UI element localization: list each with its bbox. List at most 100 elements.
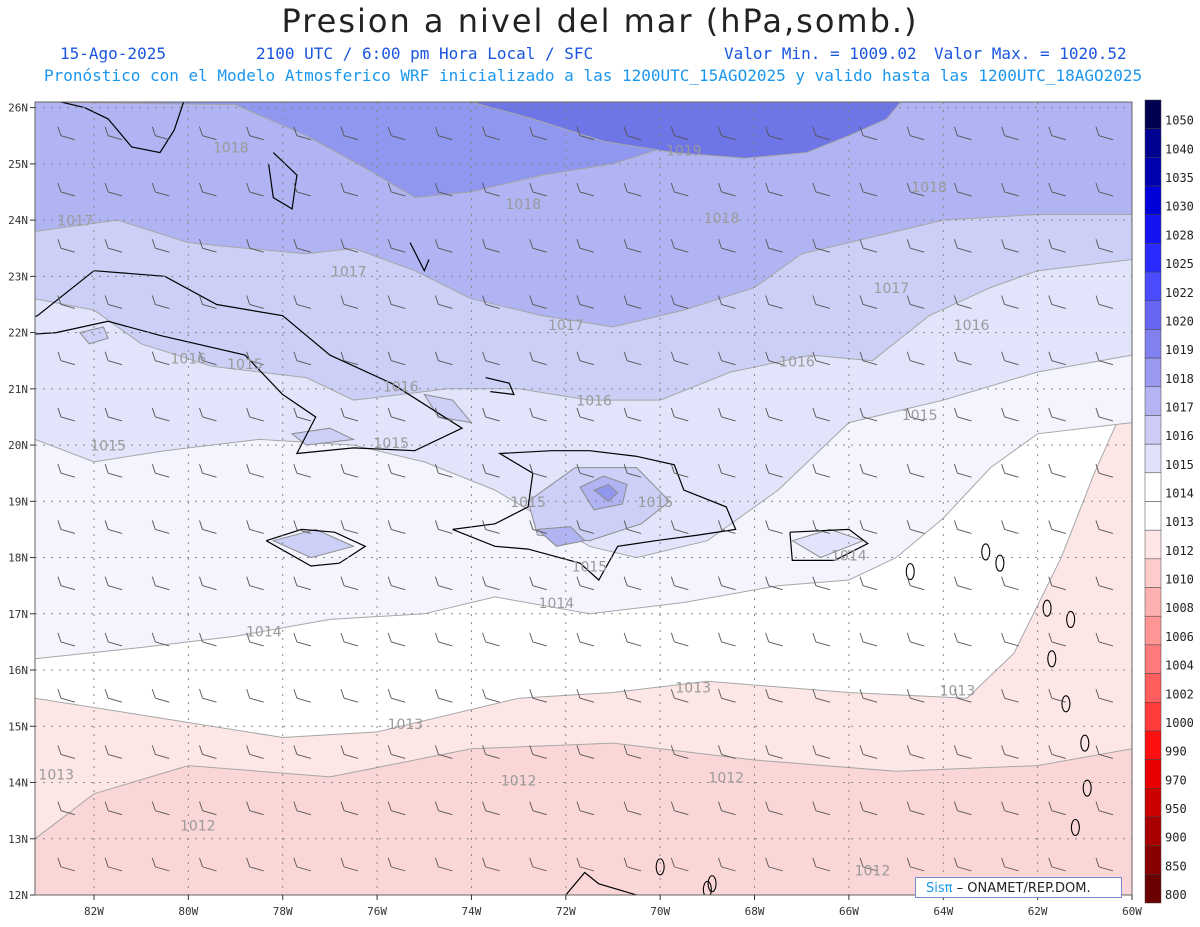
colorbar-label: 1000 bbox=[1165, 716, 1194, 730]
wind-barb bbox=[434, 407, 453, 422]
wind-barb bbox=[199, 182, 217, 197]
colorbar-swatch bbox=[1144, 185, 1162, 215]
isobar-label: 1018 bbox=[704, 211, 740, 227]
wind-barb bbox=[482, 126, 500, 141]
wind-barb bbox=[718, 857, 736, 872]
wind-barb bbox=[246, 407, 264, 422]
wind-barb bbox=[623, 239, 642, 253]
colorbar-label: 1002 bbox=[1165, 687, 1194, 701]
wind-barb bbox=[1001, 351, 1019, 366]
isobar-label: 1013 bbox=[388, 717, 424, 733]
wind-barb bbox=[1095, 464, 1114, 478]
wind-barb bbox=[812, 689, 830, 703]
colorbar-label: 1010 bbox=[1165, 573, 1194, 587]
wind-barb bbox=[623, 801, 642, 816]
wind-barb bbox=[151, 239, 170, 253]
wind-barb bbox=[906, 520, 925, 534]
wind-barb bbox=[387, 689, 406, 703]
wind-barb bbox=[1048, 689, 1066, 703]
wind-barb bbox=[1095, 182, 1114, 197]
wind-barb bbox=[57, 126, 76, 141]
colorbar-label: 1016 bbox=[1165, 429, 1194, 443]
wind-barb bbox=[151, 857, 170, 872]
wind-barb bbox=[199, 689, 217, 703]
colorbar-swatch bbox=[1144, 615, 1162, 646]
wind-barb bbox=[199, 351, 217, 366]
wind-barb bbox=[387, 295, 406, 309]
colorbar-label: 1030 bbox=[1165, 200, 1194, 214]
wind-barb bbox=[340, 182, 359, 197]
lat-label: 14N bbox=[8, 777, 28, 790]
colorbar-label: 970 bbox=[1165, 773, 1187, 787]
lat-label: 24N bbox=[8, 214, 28, 227]
wind-barb bbox=[57, 689, 76, 703]
wind-barb bbox=[718, 295, 736, 309]
wind-barb bbox=[623, 464, 642, 478]
wind-barb bbox=[293, 689, 311, 703]
colorbar-swatch bbox=[1144, 558, 1162, 588]
wind-barb bbox=[765, 464, 783, 478]
pressure-band-1019 bbox=[471, 102, 902, 159]
wind-barb bbox=[482, 182, 500, 197]
wind-barb bbox=[576, 126, 595, 141]
wind-barb bbox=[718, 182, 736, 197]
isobar-label: 1012 bbox=[180, 818, 216, 834]
wind-barb bbox=[151, 407, 170, 422]
lon-label: 64W bbox=[933, 905, 953, 918]
wind-barb bbox=[906, 239, 925, 253]
isobar-label: 1017 bbox=[331, 264, 367, 280]
wind-barb bbox=[859, 576, 878, 591]
colorbar-swatch bbox=[1144, 730, 1162, 760]
wind-barb bbox=[576, 801, 595, 816]
wind-barb bbox=[953, 295, 972, 309]
colorbar-label: 990 bbox=[1165, 745, 1187, 759]
isobar-label: 1016 bbox=[576, 394, 612, 410]
colorbar-label: 1014 bbox=[1165, 487, 1194, 501]
wind-barb bbox=[953, 239, 972, 253]
wind-barb bbox=[57, 464, 76, 478]
colorbar-label: 1013 bbox=[1165, 515, 1194, 529]
wind-barb bbox=[623, 745, 642, 759]
wind-barb bbox=[670, 576, 689, 591]
wind-barb bbox=[57, 351, 76, 366]
wind-barb bbox=[1001, 239, 1019, 253]
wind-barb bbox=[387, 464, 406, 478]
colorbar-swatch bbox=[1144, 874, 1162, 904]
wind-barb bbox=[529, 632, 547, 647]
wind-barb bbox=[151, 351, 170, 366]
isobar-label: 1016 bbox=[171, 352, 207, 368]
wind-barb bbox=[765, 295, 783, 309]
wind-barb bbox=[1095, 407, 1114, 422]
wind-barb bbox=[576, 689, 595, 703]
wind-barb bbox=[812, 576, 830, 591]
wind-barb bbox=[434, 464, 453, 478]
wind-barb bbox=[199, 295, 217, 309]
wind-barb bbox=[1095, 351, 1114, 366]
wind-barb bbox=[812, 520, 830, 534]
wind-barb bbox=[812, 295, 830, 309]
wind-barb bbox=[859, 520, 878, 534]
colorbar-swatch bbox=[1144, 243, 1162, 273]
wind-barb bbox=[246, 520, 264, 534]
colorbar-swatch bbox=[1144, 673, 1162, 703]
pressure-field: 1018 1019 1018 1018 1018 1017 1017 1017 1017 1016… bbox=[35, 102, 1132, 895]
colorbar-swatch bbox=[1144, 816, 1162, 846]
wind-barb bbox=[57, 407, 76, 422]
wind-barb bbox=[670, 857, 689, 872]
isobar-label: 1016 bbox=[779, 354, 815, 370]
colorbar-swatch bbox=[1144, 529, 1162, 560]
wind-barb bbox=[670, 407, 689, 422]
isobar-label: 1014 bbox=[831, 548, 867, 564]
island-3 bbox=[1061, 695, 1071, 713]
wind-barb bbox=[953, 689, 972, 703]
wind-barb bbox=[1048, 520, 1066, 534]
wind-barb bbox=[576, 239, 595, 253]
wind-barb bbox=[340, 689, 359, 703]
wind-barb bbox=[812, 351, 830, 366]
island-2 bbox=[1047, 650, 1057, 668]
wind-barb bbox=[906, 126, 925, 141]
wind-barb bbox=[482, 576, 500, 591]
wind-barb bbox=[340, 407, 359, 422]
wind-barb bbox=[670, 239, 689, 253]
wind-barb bbox=[104, 295, 123, 309]
